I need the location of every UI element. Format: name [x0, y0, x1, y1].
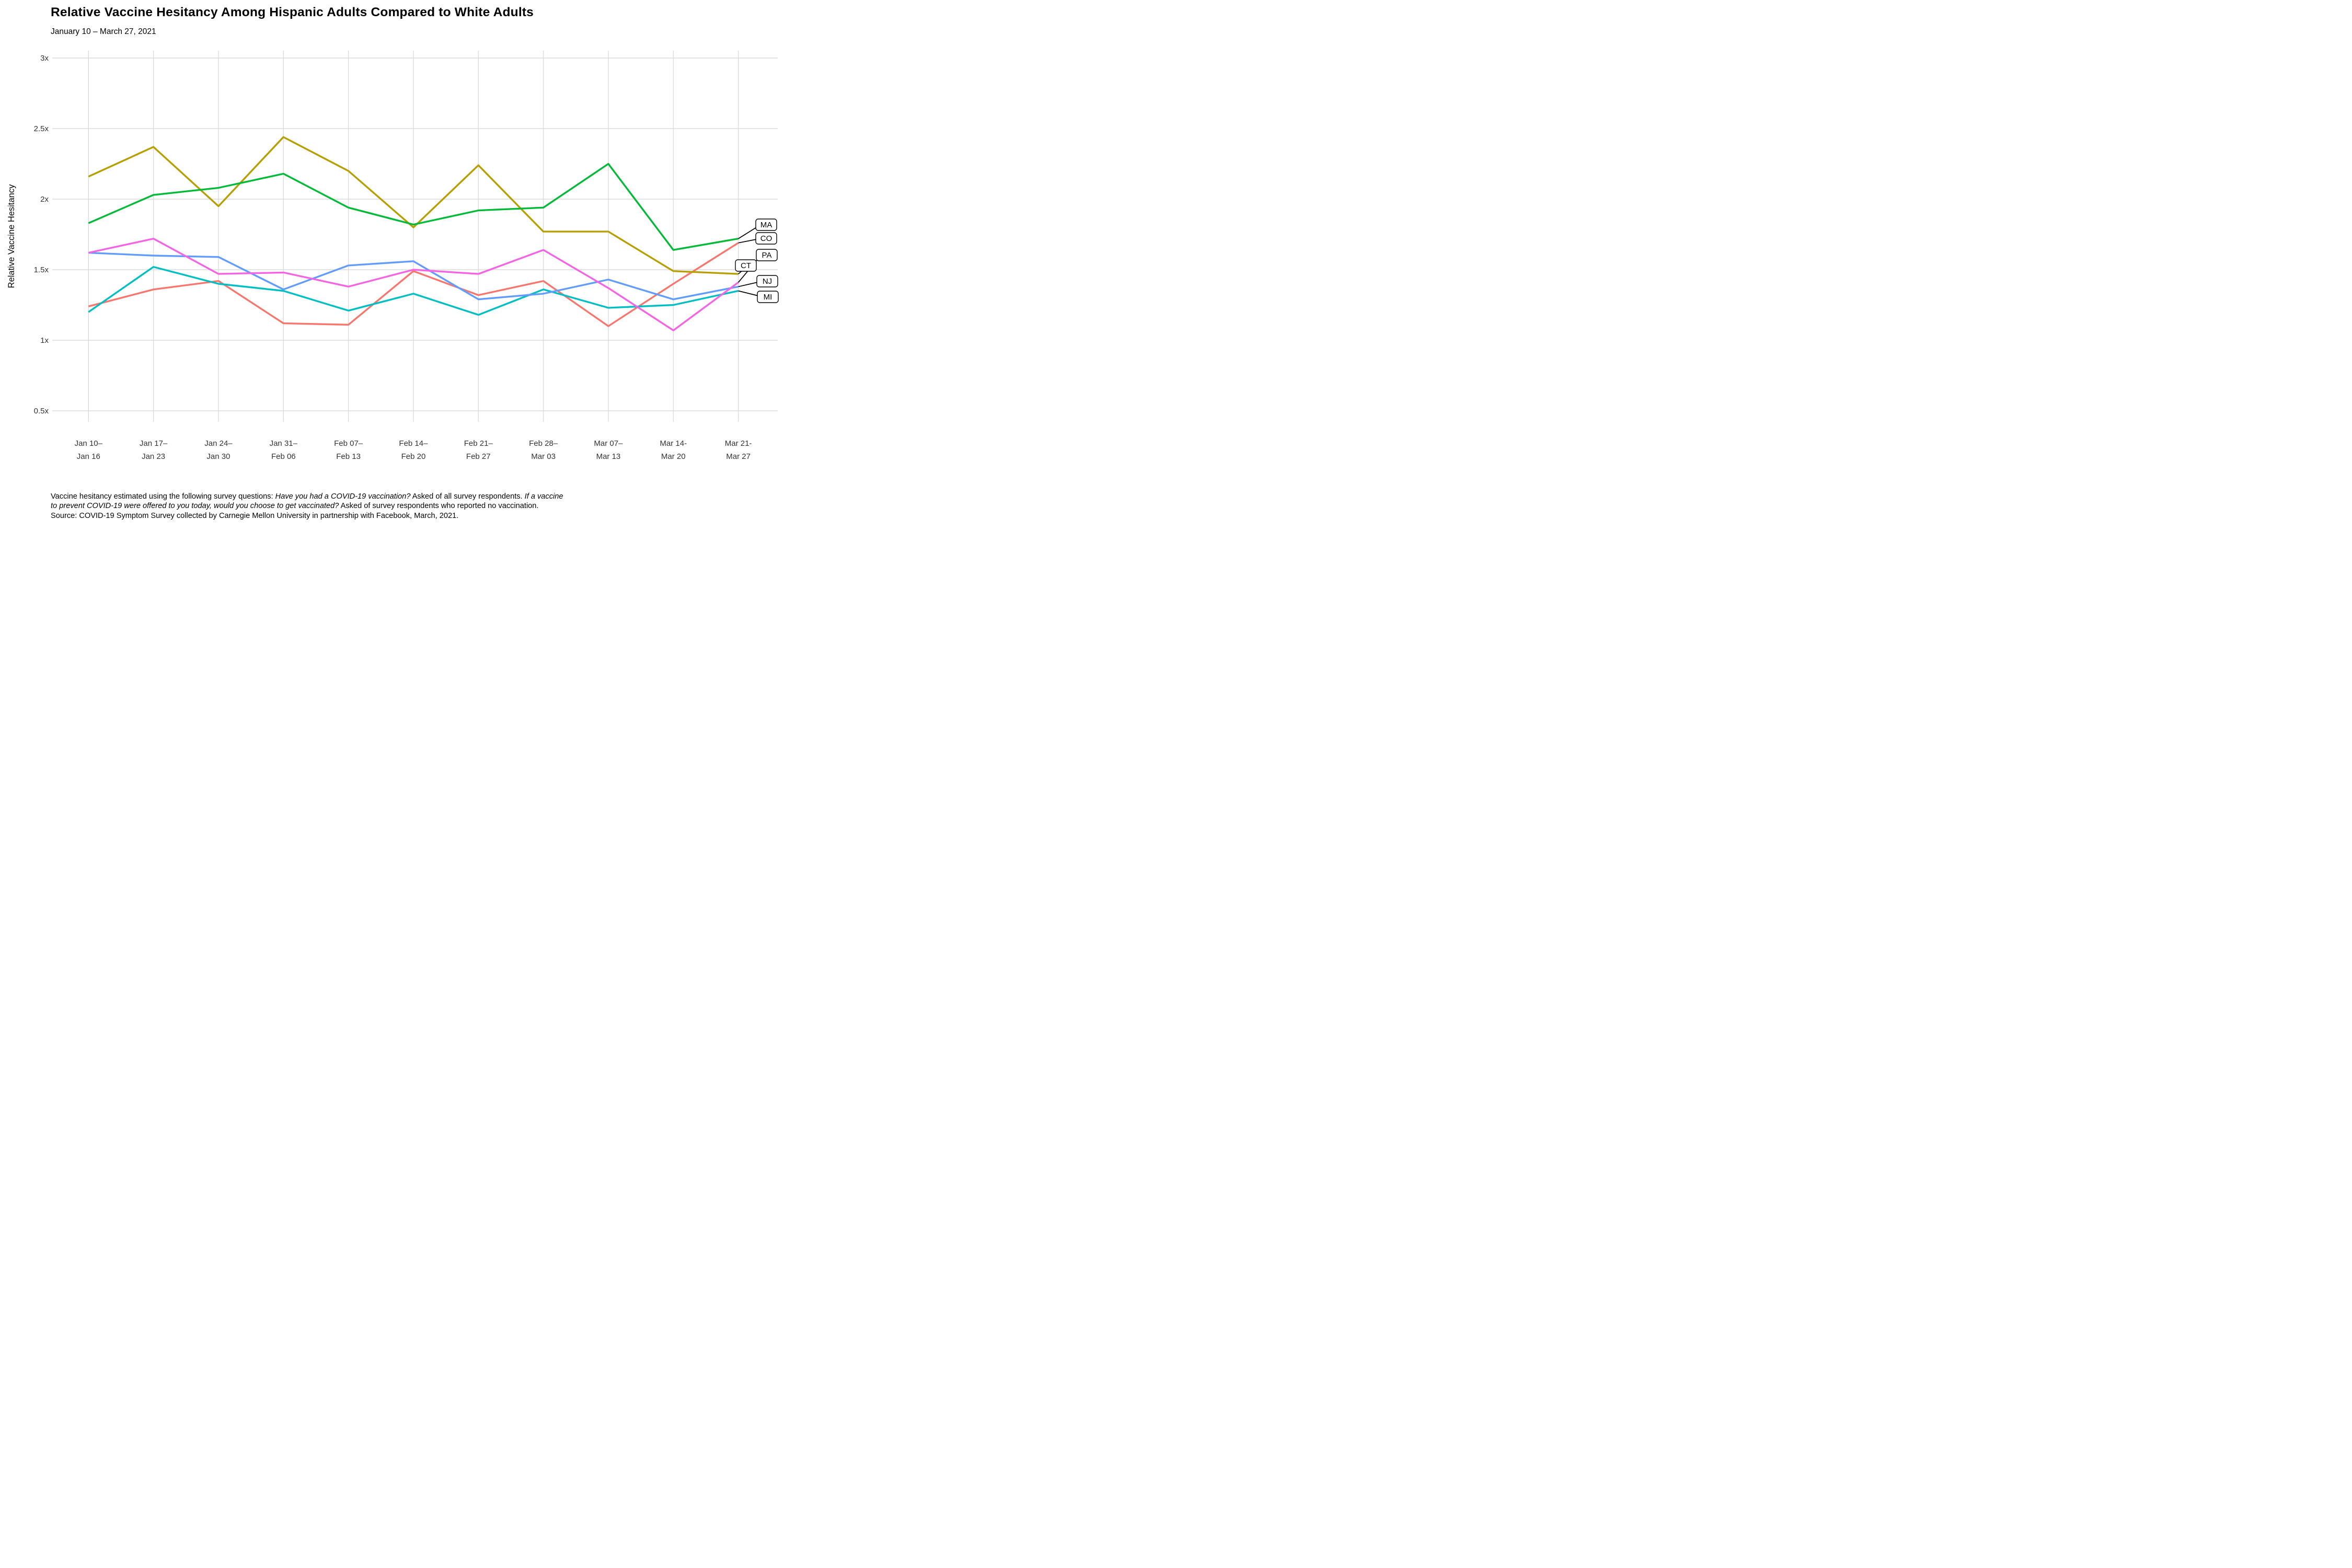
y-tick-label-1x: 1x [40, 336, 49, 345]
end-label-box-CT [735, 259, 757, 272]
caption-italic-segment: to prevent COVID-19 were offered to you … [51, 502, 339, 511]
x-tick-label-week-8: Feb 28– Mar 03 [529, 439, 558, 461]
end-label-box-NJ [756, 275, 778, 287]
axis-tick-labels: 0.5x 1x 1.5x 2x 2.5x 3x Jan 10– Jan 16 Jan 17– Ja… [34, 54, 752, 461]
y-tick-label-2.5x: 2.5x [34, 124, 49, 133]
series-line-PA [88, 237, 739, 331]
x-tick-label-week-4: Jan 31– Feb 06 [270, 439, 298, 461]
end-label-text-CT: CT [741, 261, 751, 270]
end-label-box-MI [757, 291, 779, 303]
x-tick-label-week-2: Jan 17– Jan 23 [140, 439, 168, 461]
series-line-NJ [88, 251, 739, 301]
series-line-MA [88, 163, 739, 251]
end-label-text-MI: MI [764, 293, 773, 302]
series-line-CO [88, 242, 739, 327]
y-axis-title: Relative Vaccine Hesitancy [7, 184, 16, 288]
caption-italic-segment: Have you had a COVID-19 vaccination? [275, 492, 411, 501]
x-tick-label-week-6: Feb 14– Feb 20 [399, 439, 428, 461]
x-tick-label-week-7: Feb 21– Feb 27 [464, 439, 493, 461]
line-chart: 0.5x 1x 1.5x 2x 2.5x 3x Jan 10– Jan 16 Jan 17– Ja… [7, 51, 779, 461]
gridlines [52, 51, 778, 422]
caption-text-segment: Vaccine hesitancy estimated using the fo… [51, 492, 275, 501]
page: Relative Vaccine Hesitancy Among Hispani… [0, 0, 784, 523]
caption-line-2: to prevent COVID-19 were offered to you … [51, 501, 751, 511]
y-tick-label-0.5x: 0.5x [34, 407, 49, 416]
y-tick-label-3x: 3x [40, 54, 49, 63]
end-label-box-MA [755, 218, 777, 231]
caption-text-segment: Asked of all survey respondents. [410, 492, 525, 501]
x-tick-label-week-5: Feb 07– Feb 13 [334, 439, 363, 461]
end-label-text-PA: PA [762, 251, 772, 260]
caption-text-segment: Source: COVID-19 Symptom Survey collecte… [51, 511, 459, 520]
y-tick-label-1.5x: 1.5x [34, 266, 49, 274]
caption: Vaccine hesitancy estimated using the fo… [51, 492, 751, 521]
chart-title: Relative Vaccine Hesitancy Among Hispani… [51, 5, 534, 19]
caption-italic-segment: If a vaccine [524, 492, 563, 501]
end-label-box-PA [756, 249, 778, 261]
y-tick-label-2x: 2x [40, 195, 49, 204]
chart-subtitle: January 10 – March 27, 2021 [51, 27, 156, 36]
x-tick-label-week-9: Mar 07– Mar 13 [594, 439, 623, 461]
x-tick-label-week-1: Jan 10– Jan 16 [75, 439, 103, 461]
end-label-box-CO [755, 232, 777, 245]
x-tick-label-week-3: Jan 24– Jan 30 [204, 439, 233, 461]
end-label-text-NJ: NJ [763, 277, 772, 286]
caption-line-3: Source: COVID-19 Symptom Survey collecte… [51, 511, 751, 521]
series-end-labels: CO CT MA MI NJ PA [735, 218, 779, 303]
x-tick-label-week-11: Mar 21-Mar 27 [725, 439, 752, 461]
series-line-MI [88, 266, 739, 316]
caption-line-1: Vaccine hesitancy estimated using the fo… [51, 492, 751, 501]
series-lines [88, 136, 739, 331]
end-label-text-CO: CO [760, 234, 773, 243]
x-tick-label-week-10: Mar 14-Mar 20 [660, 439, 687, 461]
series-line-CT [88, 136, 739, 275]
end-label-leader-NJ [738, 281, 760, 287]
caption-text-segment: Asked of survey respondents who reported… [339, 502, 539, 511]
end-label-leader-MI [738, 290, 761, 297]
end-label-text-MA: MA [760, 221, 773, 229]
